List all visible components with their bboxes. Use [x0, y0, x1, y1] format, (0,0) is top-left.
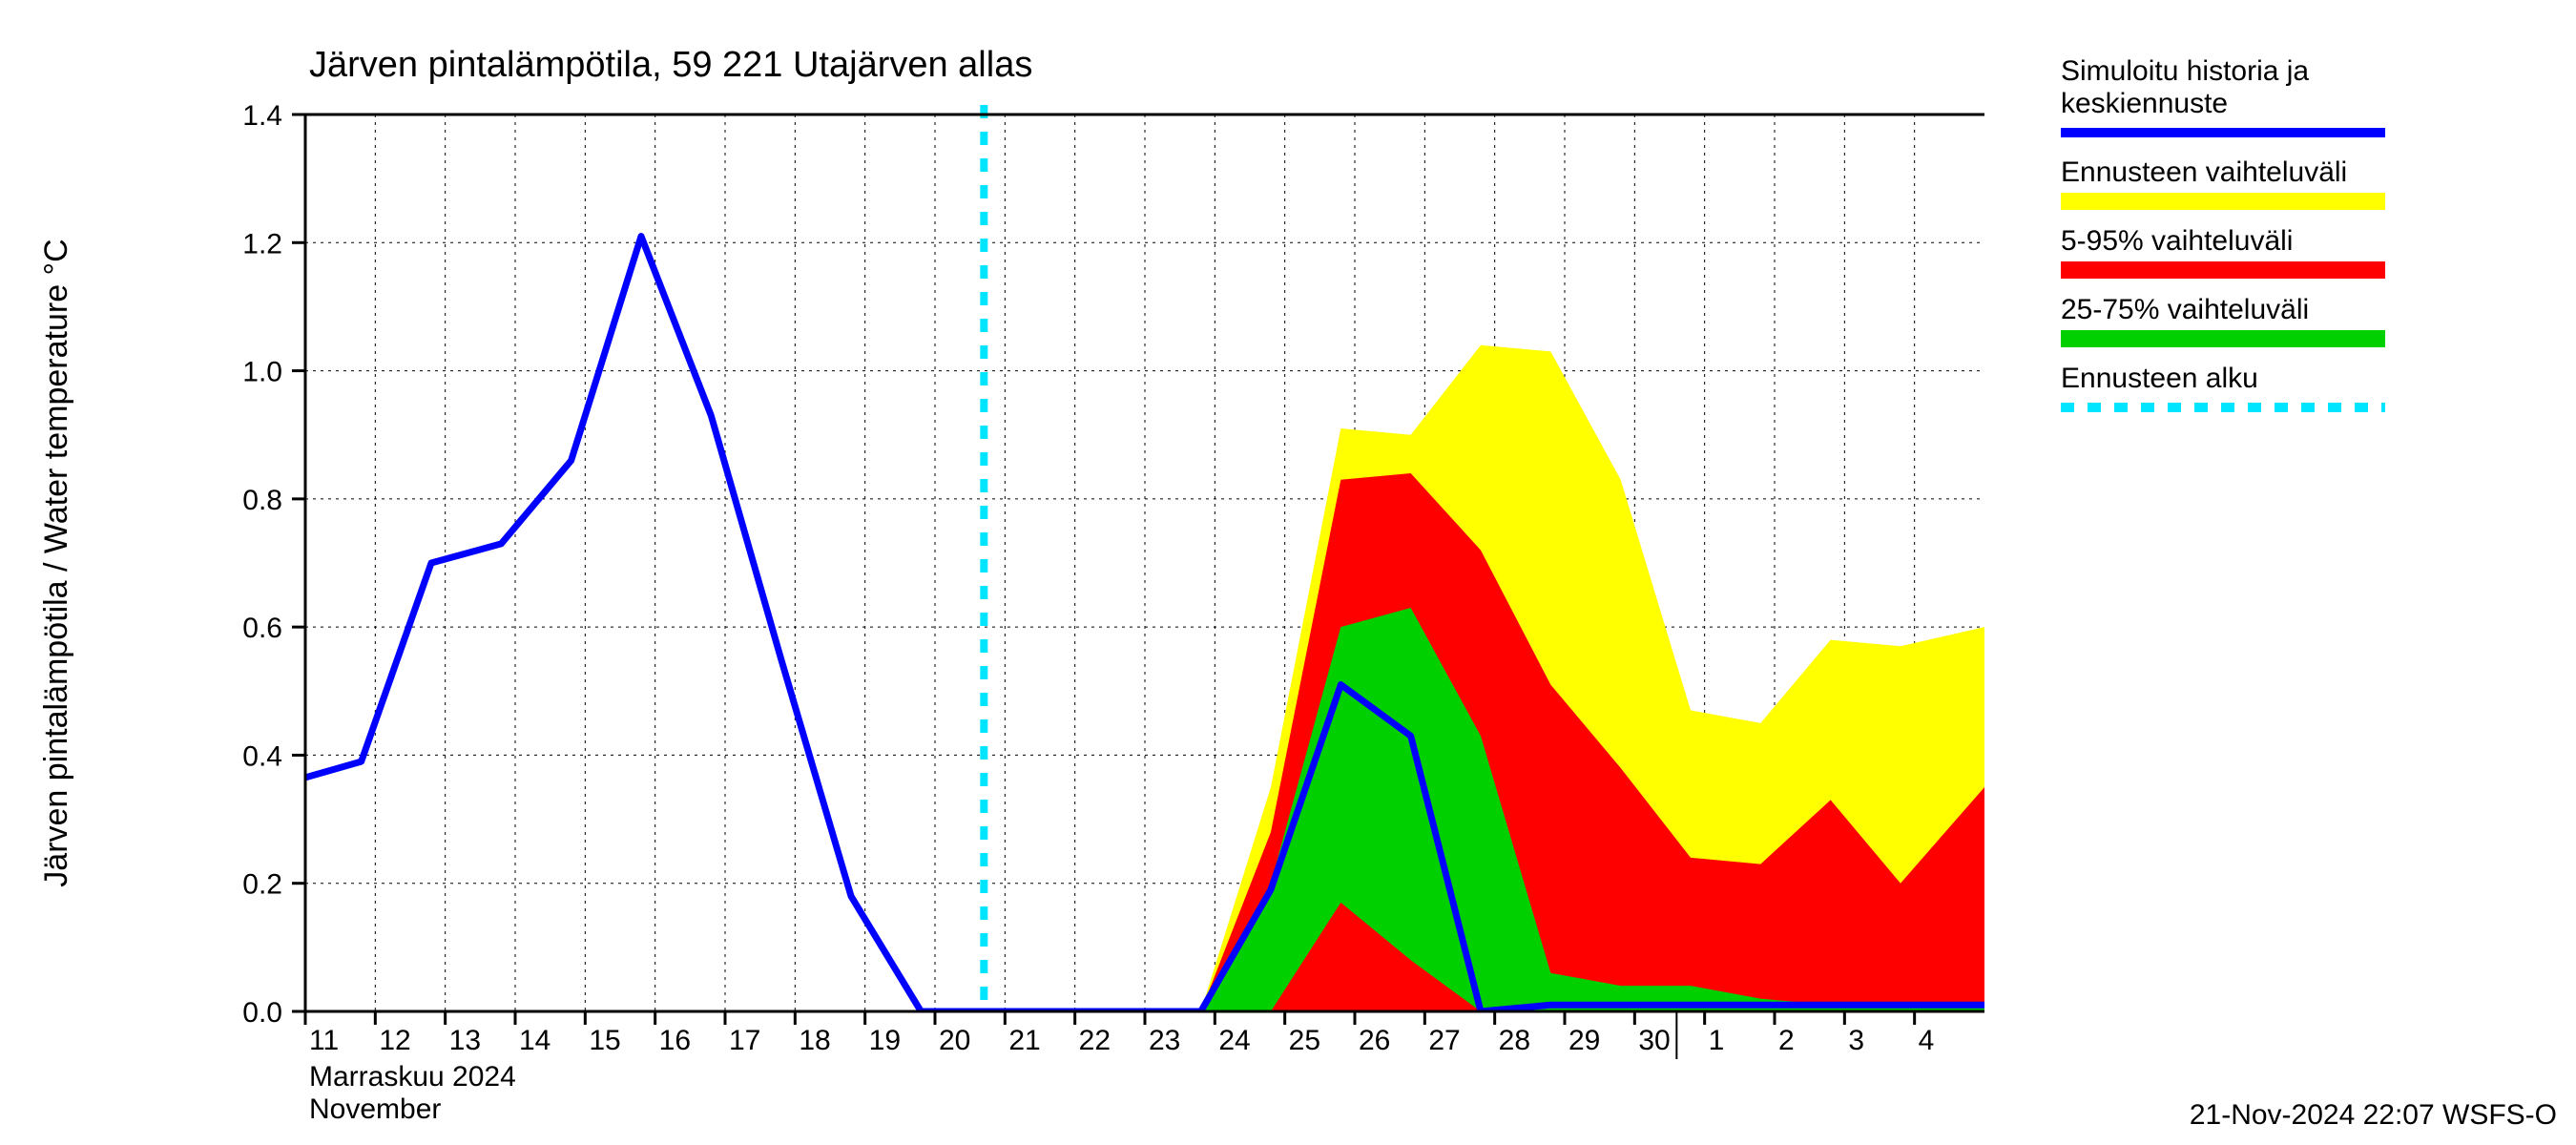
y-tick-label: 0.2	[242, 869, 282, 901]
x-tick-label: 30	[1638, 1025, 1670, 1056]
x-tick-label: 14	[519, 1025, 551, 1056]
y-axis-label: Järven pintalämpötila / Water temperatur…	[38, 239, 74, 886]
legend-swatch	[2061, 330, 2385, 347]
legend-label: 25-75% vaihteluväli	[2061, 294, 2309, 325]
x-tick-label: 13	[449, 1025, 481, 1056]
legend-label: keskiennuste	[2061, 88, 2228, 119]
chart-title: Järven pintalämpötila, 59 221 Utajärven …	[309, 45, 1032, 85]
legend-swatch	[2061, 261, 2385, 279]
x-tick-label: 24	[1218, 1025, 1250, 1056]
x-tick-label: 22	[1079, 1025, 1111, 1056]
y-tick-label: 1.4	[242, 100, 282, 132]
x-tick-label: 1	[1709, 1025, 1725, 1056]
uncertainty-bands	[1201, 345, 1984, 1011]
legend-label: Ennusteen alku	[2061, 363, 2258, 394]
chart-svg: 0.00.20.40.60.81.01.21.41112131415161718…	[0, 0, 2576, 1145]
x-tick-label: 3	[1848, 1025, 1864, 1056]
legend-label: Ennusteen vaihteluväli	[2061, 156, 2347, 188]
x-tick-label: 17	[729, 1025, 760, 1056]
x-tick-label: 4	[1919, 1025, 1935, 1056]
x-tick-label: 20	[939, 1025, 970, 1056]
y-tick-label: 1.2	[242, 228, 282, 260]
month-label-en: November	[309, 1093, 441, 1125]
footer-timestamp: 21-Nov-2024 22:07 WSFS-O	[2190, 1099, 2557, 1131]
x-tick-label: 15	[589, 1025, 620, 1056]
x-tick-label: 21	[1008, 1025, 1040, 1056]
legend-label: 5-95% vaihteluväli	[2061, 225, 2293, 257]
y-tick-label: 1.0	[242, 357, 282, 388]
x-tick-label: 11	[309, 1025, 339, 1056]
x-tick-label: 28	[1499, 1025, 1530, 1056]
legend: Simuloitu historia jakeskiennuste Ennuste…	[2061, 55, 2385, 407]
x-tick-label: 23	[1149, 1025, 1180, 1056]
month-label-fi: Marraskuu 2024	[309, 1061, 516, 1093]
x-tick-label: 2	[1778, 1025, 1795, 1056]
x-tick-label: 18	[799, 1025, 830, 1056]
x-tick-label: 19	[869, 1025, 901, 1056]
y-tick-label: 0.0	[242, 997, 282, 1029]
x-tick-label: 27	[1428, 1025, 1460, 1056]
x-tick-label: 16	[659, 1025, 691, 1056]
legend-label: Simuloitu historia ja	[2061, 55, 2309, 87]
y-tick-label: 0.4	[242, 740, 282, 772]
chart-root: 0.00.20.40.60.81.01.21.41112131415161718…	[0, 0, 2576, 1145]
y-tick-label: 0.6	[242, 613, 282, 644]
legend-swatch	[2061, 193, 2385, 210]
x-tick-label: 29	[1568, 1025, 1600, 1056]
x-tick-label: 25	[1289, 1025, 1320, 1056]
x-tick-label: 26	[1359, 1025, 1390, 1056]
x-tick-label: 12	[379, 1025, 410, 1056]
y-tick-label: 0.8	[242, 485, 282, 516]
